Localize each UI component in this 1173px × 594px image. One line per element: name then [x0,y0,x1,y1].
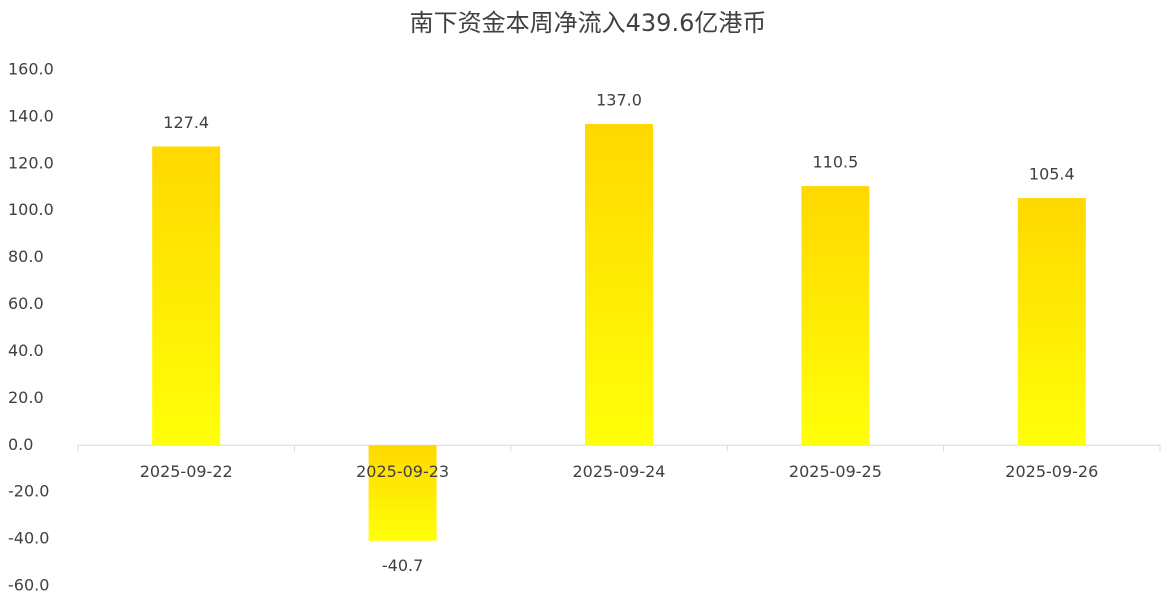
bar [585,123,653,446]
y-tick-label: 140.0 [8,106,54,125]
x-tick-label: 2025-09-26 [1005,462,1098,481]
y-tick-label: -60.0 [8,576,49,594]
y-tick-label: 60.0 [8,294,44,313]
y-tick-label: 120.0 [8,153,54,172]
y-tick-label: -40.0 [8,529,49,548]
x-tick-label: 2025-09-23 [356,462,449,481]
value-label: 127.4 [163,113,209,132]
value-label: 137.0 [596,90,642,109]
y-tick-label: 20.0 [8,388,44,407]
x-tick-label: 2025-09-24 [573,462,666,481]
bar [1017,198,1086,446]
y-tick-label: 0.0 [8,435,33,454]
bar [152,146,221,446]
x-tick-label: 2025-09-22 [140,462,233,481]
y-tick-label: 40.0 [8,341,44,360]
x-tick-label: 2025-09-25 [789,462,882,481]
y-tick-label: 160.0 [8,60,54,79]
value-label: 110.5 [812,153,858,172]
y-tick-label: 80.0 [8,247,44,266]
y-tick-label: -20.0 [8,482,49,501]
chart-title: 南下资金本周净流入439.6亿港币 [410,9,767,37]
bar [801,186,870,446]
value-label: -40.7 [382,556,423,575]
y-tick-label: 100.0 [8,200,54,219]
bar [368,445,437,541]
value-label: 105.4 [1029,165,1075,184]
